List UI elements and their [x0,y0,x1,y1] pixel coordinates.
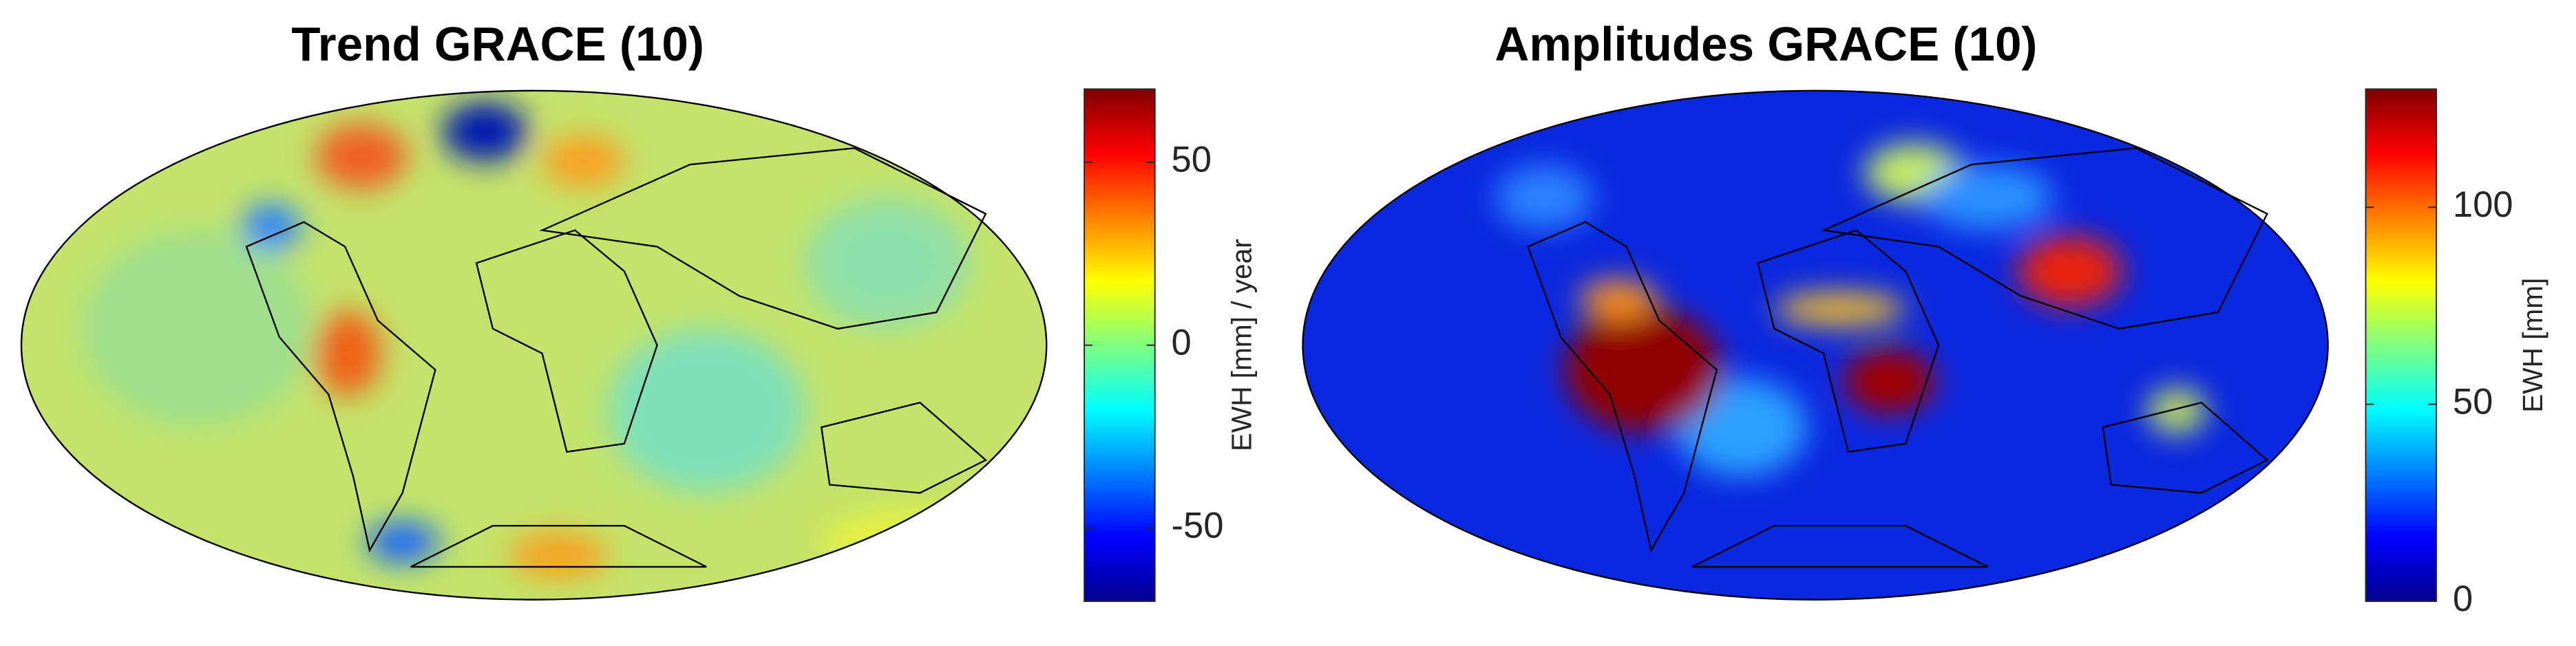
colorbar-tick-label: 50 [1172,140,1212,180]
colorbar-tick-label: 50 [2453,382,2493,422]
colorbar-label: EWH [mm] [2517,278,2548,413]
panel-title: Trend GRACE (10) [291,17,704,71]
panel-title: Amplitudes GRACE (10) [1495,17,2037,71]
map-outline [20,89,1048,601]
amplitude-map [1302,90,2328,600]
colorbar-tick-label: 0 [1172,323,1192,363]
colorbar-tick-label: -50 [1172,506,1224,546]
colorbar-tick-label: 100 [2453,184,2513,225]
colorbar-label: EWH [mm] / year [1225,239,1257,451]
coastline [245,147,988,568]
colorbar [1084,88,1156,602]
trend-map [21,90,1047,600]
colorbar [2365,88,2438,602]
colorbar-tick-label: 0 [2453,579,2473,619]
map-outline [1302,89,2329,601]
coastline [1526,147,2269,568]
